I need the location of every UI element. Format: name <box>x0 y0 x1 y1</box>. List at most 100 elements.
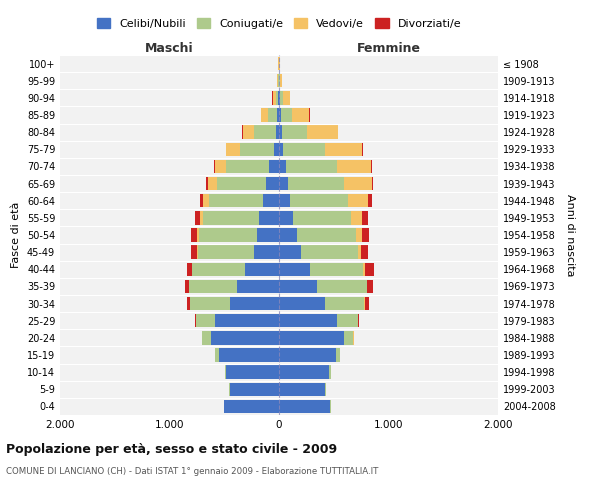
Bar <box>279 126 282 139</box>
Bar <box>358 314 359 328</box>
Bar <box>279 177 288 190</box>
Bar <box>279 194 290 207</box>
Bar <box>272 91 276 104</box>
Bar <box>279 314 337 328</box>
Bar <box>254 126 276 139</box>
Bar <box>238 280 279 293</box>
Bar <box>279 331 344 344</box>
Bar <box>268 108 277 122</box>
Bar <box>310 262 364 276</box>
Bar <box>214 160 215 173</box>
Bar <box>226 366 279 379</box>
Bar <box>279 108 281 122</box>
Bar <box>325 142 362 156</box>
Bar <box>279 382 325 396</box>
Bar <box>217 177 266 190</box>
Bar <box>190 297 230 310</box>
Bar <box>196 314 215 328</box>
Bar <box>211 331 279 344</box>
Bar <box>276 91 278 104</box>
Bar <box>215 348 219 362</box>
Bar <box>279 366 329 379</box>
Bar <box>337 160 371 173</box>
Bar <box>187 297 190 310</box>
Bar <box>371 160 372 173</box>
Bar <box>206 177 208 190</box>
Bar <box>202 331 211 344</box>
Bar <box>281 108 292 122</box>
Bar <box>364 262 365 276</box>
Bar <box>203 194 209 207</box>
Bar <box>197 228 199 241</box>
Bar <box>292 108 310 122</box>
Bar <box>279 348 336 362</box>
Bar <box>348 194 368 207</box>
Bar <box>358 246 361 259</box>
Bar <box>219 348 279 362</box>
Bar <box>344 177 372 190</box>
Bar <box>277 108 279 122</box>
Bar <box>368 194 371 207</box>
Bar <box>282 126 307 139</box>
Bar <box>215 160 226 173</box>
Bar <box>367 280 373 293</box>
Bar <box>277 74 278 88</box>
Bar <box>362 228 370 241</box>
Bar <box>307 126 338 139</box>
Bar <box>193 262 245 276</box>
Bar <box>283 142 325 156</box>
Bar <box>189 280 238 293</box>
Bar <box>226 142 239 156</box>
Text: Femmine: Femmine <box>356 42 421 55</box>
Bar <box>266 177 279 190</box>
Bar <box>361 246 368 259</box>
Bar <box>344 331 353 344</box>
Bar <box>263 194 279 207</box>
Bar <box>230 297 279 310</box>
Bar <box>351 211 362 224</box>
Bar <box>317 280 367 293</box>
Bar <box>195 314 196 328</box>
Bar <box>356 228 362 241</box>
Bar <box>191 246 197 259</box>
Text: COMUNE DI LANCIANO (CH) - Dati ISTAT 1° gennaio 2009 - Elaborazione TUTTITALIA.I: COMUNE DI LANCIANO (CH) - Dati ISTAT 1° … <box>6 468 379 476</box>
Bar <box>301 246 358 259</box>
Bar <box>279 280 317 293</box>
Bar <box>280 91 283 104</box>
Bar <box>372 177 373 190</box>
Bar <box>279 400 331 413</box>
Bar <box>283 91 290 104</box>
Bar <box>276 126 279 139</box>
Bar <box>257 228 279 241</box>
Bar <box>279 228 296 241</box>
Bar <box>290 194 348 207</box>
Bar <box>288 177 344 190</box>
Y-axis label: Fasce di età: Fasce di età <box>11 202 21 268</box>
Bar <box>362 211 368 224</box>
Y-axis label: Anni di nascita: Anni di nascita <box>565 194 575 276</box>
Bar <box>279 142 283 156</box>
Bar <box>280 74 283 88</box>
Bar <box>239 142 274 156</box>
Bar <box>279 246 301 259</box>
Bar <box>274 142 279 156</box>
Bar <box>197 246 198 259</box>
Bar <box>279 211 293 224</box>
Bar <box>279 91 280 104</box>
Bar <box>336 348 340 362</box>
Bar <box>200 211 203 224</box>
Bar <box>325 297 364 310</box>
Bar <box>279 297 325 310</box>
Bar <box>262 108 268 122</box>
Bar <box>199 228 257 241</box>
Text: Maschi: Maschi <box>145 42 194 55</box>
Legend: Celibi/Nubili, Coniugati/e, Vedovi/e, Divorziati/e: Celibi/Nubili, Coniugati/e, Vedovi/e, Di… <box>92 14 466 34</box>
Bar <box>195 211 200 224</box>
Bar <box>279 160 286 173</box>
Bar <box>243 126 254 139</box>
Bar <box>198 246 254 259</box>
Bar <box>230 382 279 396</box>
Bar <box>279 262 310 276</box>
Bar <box>278 91 279 104</box>
Bar <box>329 366 331 379</box>
